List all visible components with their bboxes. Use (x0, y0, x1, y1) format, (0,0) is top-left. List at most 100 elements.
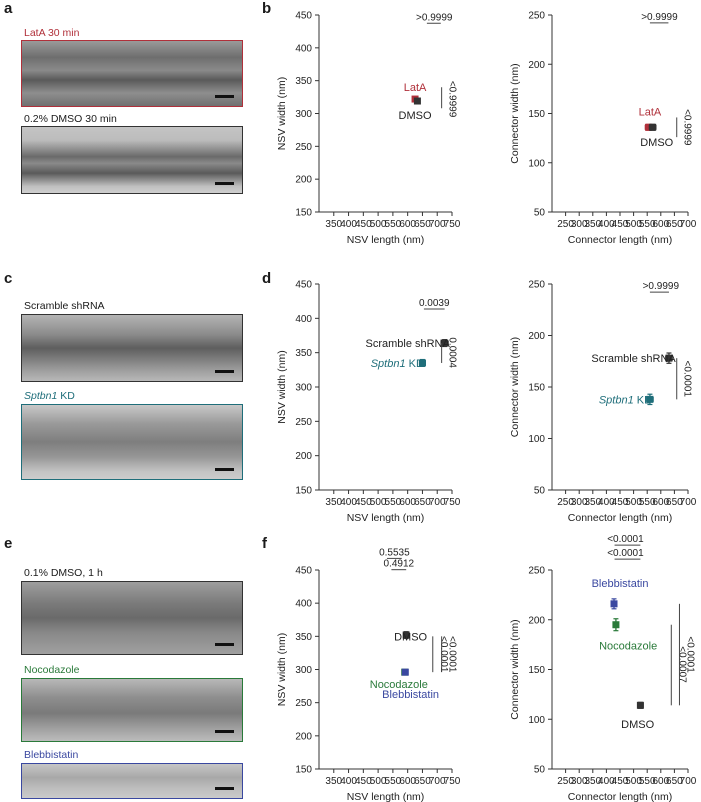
p-value-label: <0.0001 (684, 636, 695, 673)
x-tick-label: 500 (370, 219, 387, 230)
data-point-dmso (636, 701, 644, 709)
point-marker (665, 354, 673, 362)
y-tick-label: 250 (295, 698, 312, 709)
x-tick-label: 600 (652, 776, 669, 787)
x-axis-label: Connector length (nm) (568, 512, 672, 524)
y-tick-label: 150 (528, 383, 545, 394)
x-tick-label: 350 (325, 497, 342, 508)
micrograph-scramble (21, 314, 243, 382)
y-axis-label: NSV width (nm) (276, 633, 288, 707)
y-axis-label: NSV width (nm) (276, 350, 288, 424)
y-axis-label: Connector width (nm) (509, 63, 521, 163)
y-tick-label: 150 (295, 765, 312, 776)
p-value-label: 0.4912 (384, 559, 415, 570)
y-axis-label: Connector width (nm) (509, 619, 521, 719)
x-tick-label: 350 (584, 776, 601, 787)
point-label: Blebbistatin (592, 578, 649, 590)
x-tick-label: 250 (557, 497, 574, 508)
point-label-gene: Sptbn1 (599, 394, 634, 406)
x-tick-label: 600 (399, 219, 416, 230)
y-tick-label: 200 (528, 60, 545, 71)
micrograph-blebbistatin (21, 763, 243, 799)
y-tick-label: 50 (534, 765, 546, 776)
point-marker (646, 395, 654, 403)
image-label-sptbn1: Sptbn1 KD (24, 390, 75, 402)
x-tick-label: 700 (429, 497, 446, 508)
p-value-label: <0.0001 (607, 534, 644, 545)
point-label-gene: Sptbn1 (371, 358, 406, 370)
x-tick-label: 600 (652, 219, 669, 230)
p-value-label: <0.0007 (676, 646, 687, 683)
x-tick-label: 400 (340, 219, 357, 230)
y-tick-label: 250 (528, 566, 545, 577)
x-tick-label: 700 (429, 776, 446, 787)
x-tick-label: 700 (680, 776, 697, 787)
data-point-scramble-shrna (665, 352, 673, 364)
y-tick-label: 200 (295, 451, 312, 462)
point-marker (645, 123, 653, 131)
p-value-label: >0.9999 (643, 281, 680, 292)
point-label: Scramble shRNA (365, 338, 450, 350)
x-tick-label: 300 (571, 776, 588, 787)
y-tick-label: 450 (295, 11, 312, 22)
image-label-scramble: Scramble shRNA (24, 300, 105, 312)
y-tick-label: 150 (528, 665, 545, 676)
x-tick-label: 750 (444, 497, 461, 508)
chart-d-right: 5010015020025025030035040045050055060065… (509, 280, 697, 525)
point-marker (612, 621, 620, 629)
panel-label-c: c (4, 270, 13, 287)
chart-b-right: 5010015020025025030035040045050055060065… (509, 11, 697, 247)
x-tick-label: 350 (325, 776, 342, 787)
x-tick-label: 450 (355, 776, 372, 787)
p-value-label: <0.9999 (682, 109, 693, 146)
y-tick-label: 350 (295, 348, 312, 359)
p-value-label: <0.9999 (447, 81, 458, 118)
image-label-sptbn1-kd: KD (57, 390, 75, 402)
point-label: DMSO (394, 631, 427, 643)
point-marker (401, 668, 409, 676)
y-tick-label: 250 (528, 280, 545, 291)
x-tick-label: 650 (666, 776, 683, 787)
point-marker (413, 97, 421, 105)
micrograph-nocodazole (21, 678, 243, 742)
y-tick-label: 300 (295, 109, 312, 120)
image-label-dmso-01: 0.1% DMSO, 1 h (24, 567, 103, 579)
x-tick-label: 500 (625, 776, 642, 787)
x-tick-label: 600 (399, 497, 416, 508)
p-value-label: >0.9999 (641, 12, 678, 23)
data-point-blebbistatin (610, 598, 618, 610)
x-tick-label: 400 (340, 776, 357, 787)
scale-bar (215, 730, 234, 733)
x-tick-label: 650 (666, 497, 683, 508)
x-tick-label: 700 (429, 219, 446, 230)
x-tick-label: 500 (625, 219, 642, 230)
panel-label-f: f (262, 535, 267, 552)
x-tick-label: 550 (385, 219, 402, 230)
image-label-dmso-02: 0.2% DMSO 30 min (24, 113, 117, 125)
point-label: Nocodazole (599, 641, 657, 653)
x-tick-label: 500 (370, 776, 387, 787)
chart-d-left: 1502002503003504004503504004505005506006… (276, 280, 461, 525)
x-tick-label: 550 (639, 219, 656, 230)
y-tick-label: 100 (528, 158, 545, 169)
y-tick-label: 400 (295, 599, 312, 610)
y-tick-label: 50 (534, 486, 546, 497)
y-axis-label: NSV width (nm) (276, 77, 288, 151)
y-tick-label: 450 (295, 566, 312, 577)
x-tick-label: 500 (370, 497, 387, 508)
y-tick-label: 250 (295, 142, 312, 153)
x-tick-label: 350 (584, 219, 601, 230)
y-tick-label: 400 (295, 314, 312, 325)
point-label: DMSO (640, 137, 673, 149)
point-label: LatA (639, 107, 662, 119)
scale-bar (215, 468, 234, 471)
data-point-blebbistatin (401, 668, 409, 676)
scale-bar (215, 95, 234, 98)
y-tick-label: 100 (528, 434, 545, 445)
x-axis-label: NSV length (nm) (347, 791, 425, 802)
y-tick-label: 450 (295, 280, 312, 291)
point-label-suffix: KD (634, 394, 652, 406)
micrograph-lata (21, 40, 243, 107)
y-axis-label: Connector width (nm) (509, 337, 521, 437)
